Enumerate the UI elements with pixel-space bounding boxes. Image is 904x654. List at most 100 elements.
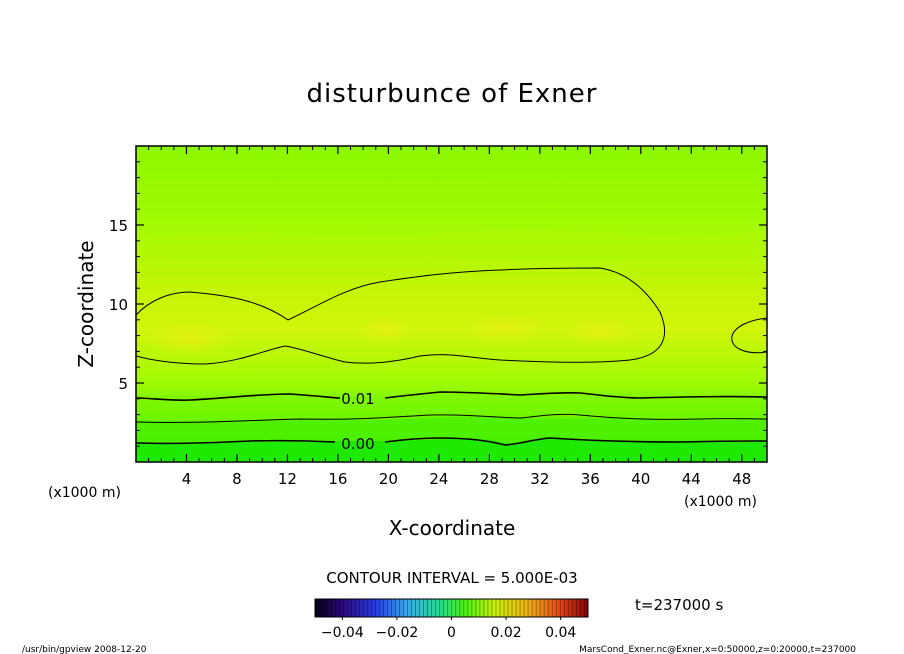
colorbar-swatch [341, 599, 344, 617]
colorbar-swatch [583, 599, 587, 617]
colorbar-swatch [367, 599, 370, 617]
colorbar-swatch [539, 599, 543, 617]
colorbar-swatch-edge [515, 599, 517, 617]
colorbar-swatch [363, 599, 366, 617]
colorbar-swatch-edge [371, 599, 372, 617]
colorbar-swatch [565, 599, 569, 617]
colorbar-swatch-edge [463, 599, 465, 617]
colorbar-swatch-edge [379, 599, 380, 617]
colorbar-swatch-edge [351, 599, 352, 617]
colorbar-swatch [395, 599, 398, 617]
colorbar-swatch-edge [579, 599, 581, 617]
colorbar-swatch [465, 599, 468, 617]
colorbar-swatch [503, 599, 506, 617]
x-unit-right: (x1000 m) [684, 494, 757, 510]
colorbar-swatch-edge [347, 599, 348, 617]
colorbar-swatch-edge [403, 599, 404, 617]
colorbar-swatch [477, 599, 480, 617]
colorbar-swatch [353, 599, 356, 617]
colorbar-swatch [403, 599, 406, 617]
colorbar-swatch [423, 599, 426, 617]
colorbar-swatch-edge [503, 599, 505, 617]
colorbar-swatch [509, 599, 513, 617]
colorbar-swatch [439, 599, 442, 617]
colorbar-swatch [571, 599, 575, 617]
colorbar-swatch [349, 599, 352, 617]
colorbar-swatch [401, 599, 404, 617]
colorbar-swatch-edge [459, 599, 461, 617]
colorbar-swatch [529, 599, 533, 617]
colorbar-swatch [411, 599, 414, 617]
y-axis-label: Z-coordinate [74, 240, 98, 367]
colorbar-swatch [315, 599, 318, 617]
colorbar-swatch [523, 599, 527, 617]
colorbar-swatch [335, 599, 338, 617]
colorbar-swatch-edge [435, 599, 437, 617]
colorbar-swatch-edge [571, 599, 573, 617]
x-tick-label: 28 [480, 470, 499, 488]
field-core [465, 314, 545, 342]
colorbar-swatch [519, 599, 523, 617]
colorbar-swatch-edge [431, 599, 433, 617]
colorbar-swatch [541, 599, 545, 617]
colorbar-swatch-edge [383, 599, 384, 617]
contour-line [136, 267, 666, 365]
colorbar-swatch-edge [563, 599, 565, 617]
colorbar-swatch [385, 599, 388, 617]
colorbar-ticks: −0.04 −0.02 0 0.02 0.04 [321, 617, 576, 641]
colorbar-swatch-edge [335, 599, 336, 617]
colorbar-swatch [479, 599, 482, 617]
colorbar-swatch [531, 599, 535, 617]
colorbar-swatch [483, 599, 486, 617]
colorbar-swatch [457, 599, 460, 617]
colorbar-swatch [343, 599, 346, 617]
colorbar-swatch [391, 599, 394, 617]
colorbar-swatch [317, 599, 320, 617]
colorbar-swatch-edge [407, 599, 408, 617]
contour-line [136, 413, 767, 424]
colorbar-swatch [399, 599, 402, 617]
colorbar-swatch [453, 599, 456, 617]
x-axis-label: X-coordinate [389, 516, 516, 540]
colorbar-swatch [351, 599, 354, 617]
colorbar-swatch [381, 599, 384, 617]
x-tick-label: 8 [232, 470, 242, 488]
colorbar-swatch [487, 599, 490, 617]
colorbar-swatch [559, 599, 563, 617]
colorbar-swatch-edge [439, 599, 441, 617]
colorbar-swatch [513, 599, 517, 617]
colorbar-swatch [549, 599, 553, 617]
colorbar-swatch [431, 599, 434, 617]
colorbar-tick-label: −0.02 [375, 625, 418, 641]
colorbar-swatch-edge [531, 599, 533, 617]
colorbar-swatch-edge [359, 599, 360, 617]
colorbar-swatch-edge [391, 599, 392, 617]
colorbar-swatch [563, 599, 567, 617]
colorbar-swatch [371, 599, 374, 617]
colorbar-swatch [323, 599, 326, 617]
field-core [357, 318, 413, 342]
colorbar-swatch [359, 599, 362, 617]
colorbar-swatch [383, 599, 386, 617]
colorbar-swatch [517, 599, 521, 617]
colorbar-swatch-edge [575, 599, 577, 617]
colorbar-swatch [425, 599, 428, 617]
x-tick-label: 4 [182, 470, 192, 488]
colorbar-swatch [365, 599, 368, 617]
colorbar-swatch [361, 599, 364, 617]
colorbar-swatch-edge [419, 599, 420, 617]
footer-right: MarsCond_Exner.nc@Exner,x=0:50000,z=0:20… [579, 645, 856, 654]
colorbar-swatch [441, 599, 444, 617]
colorbar-swatch [393, 599, 396, 617]
colorbar-swatch [369, 599, 372, 617]
y-tick-label: 5 [118, 375, 128, 393]
colorbar-swatch [357, 599, 360, 617]
contour-line [136, 391, 767, 402]
colorbar-swatch [569, 599, 573, 617]
colorbar-swatch-edge [423, 599, 424, 617]
colorbar-swatch-edge [535, 599, 537, 617]
colorbar-swatch [333, 599, 336, 617]
colorbar-swatch [355, 599, 358, 617]
footer-left: /usr/bin/gpview 2008-12-20 [22, 645, 147, 654]
colorbar-swatch-edge [471, 599, 473, 617]
